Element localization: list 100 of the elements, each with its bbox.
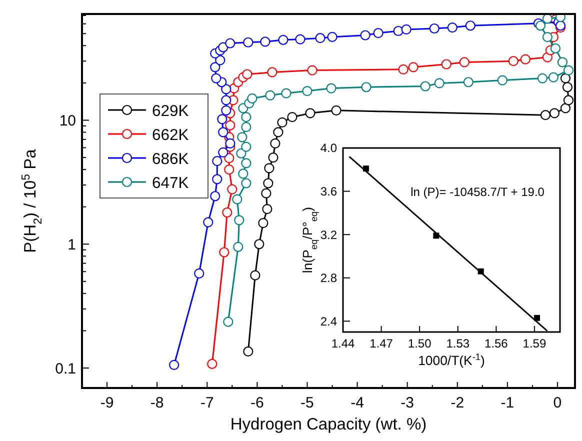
- point: [287, 112, 298, 122]
- x-tick-label: 1.44: [331, 336, 355, 351]
- point: [254, 239, 264, 250]
- x-tick-label: -7: [200, 394, 214, 412]
- point: [429, 23, 440, 34]
- x-tick-label: -9: [100, 394, 114, 412]
- point: [218, 127, 228, 138]
- point: [241, 178, 252, 188]
- point: [542, 14, 553, 24]
- point: [241, 142, 252, 152]
- y-tick-label: 2.4: [320, 314, 338, 328]
- point: [242, 69, 252, 80]
- point: [194, 268, 204, 278]
- x-axis-title: Hydrogen Capacity (wt. %): [230, 415, 427, 434]
- point: [441, 59, 452, 70]
- point: [241, 158, 252, 168]
- x-tick-label: 1.59: [522, 336, 546, 351]
- point: [258, 218, 268, 228]
- point: [401, 24, 412, 35]
- point: [250, 270, 260, 280]
- x-tick-label: -4: [350, 394, 364, 412]
- point: [459, 57, 470, 68]
- point: [373, 28, 384, 38]
- point: [203, 217, 214, 228]
- point: [241, 122, 252, 132]
- point: [562, 82, 573, 92]
- point: [212, 174, 222, 184]
- point: [560, 103, 571, 114]
- point: [265, 90, 276, 100]
- point: [434, 78, 444, 88]
- annotation: ln (P)= -10458.7/T + 19.0: [410, 184, 545, 199]
- point: [234, 215, 244, 226]
- point: [278, 34, 288, 45]
- x-tick-label: -2: [450, 394, 464, 412]
- point: [247, 93, 258, 104]
- x-tick-label: -3: [400, 394, 414, 412]
- point: [218, 147, 228, 158]
- point: [420, 81, 430, 92]
- point: [224, 164, 234, 175]
- x-tick-label: -8: [150, 394, 164, 412]
- point: [233, 242, 244, 252]
- x-tick-label: 1.53: [446, 336, 470, 351]
- point: [268, 152, 278, 163]
- point: [207, 358, 218, 369]
- point: [315, 33, 326, 44]
- point: [264, 163, 274, 174]
- point: [212, 156, 222, 166]
- point: [241, 112, 252, 122]
- y-tick-label: 10: [59, 112, 76, 130]
- point: [497, 75, 508, 86]
- point: [302, 86, 312, 96]
- point: [508, 56, 518, 66]
- point: [361, 82, 372, 92]
- y-tick-label: 4.0: [320, 141, 338, 156]
- y-tick-label: 2.8: [320, 271, 338, 286]
- point: [263, 178, 274, 188]
- point: [237, 132, 248, 142]
- point: [210, 62, 220, 72]
- x-tick-label: 1.50: [408, 336, 432, 351]
- point: [210, 191, 220, 202]
- y-tick-label: 3.2: [320, 228, 338, 242]
- point: [549, 108, 560, 118]
- point: [393, 26, 404, 36]
- point: [227, 184, 238, 194]
- point: [262, 204, 272, 214]
- point: [520, 54, 530, 64]
- point: [221, 84, 232, 94]
- point: [327, 32, 338, 42]
- point: [560, 73, 571, 84]
- point: [224, 153, 234, 164]
- point: [360, 30, 370, 40]
- x-tick-label: 1.47: [370, 336, 394, 351]
- point: [223, 316, 234, 327]
- x-tick-label: -5: [300, 394, 314, 412]
- point: [267, 67, 278, 78]
- point: [221, 95, 232, 106]
- point: [447, 22, 458, 33]
- point: [408, 62, 418, 72]
- point: [261, 188, 272, 198]
- point: [243, 37, 254, 48]
- point: [217, 114, 228, 124]
- point: [555, 14, 566, 22]
- point: [221, 105, 232, 116]
- point: [463, 77, 474, 88]
- point: [542, 32, 553, 42]
- point: [169, 360, 180, 370]
- point: [537, 73, 548, 84]
- point: [243, 346, 254, 357]
- point: [548, 72, 559, 82]
- point: [535, 20, 546, 31]
- x-tick-label: -6: [250, 394, 264, 412]
- x-tick-label: 0: [553, 394, 562, 412]
- point: [238, 168, 248, 179]
- legend-label: 629K: [152, 103, 190, 120]
- point: [540, 110, 551, 120]
- point: [225, 138, 236, 148]
- x-tick-label: 1.56: [484, 336, 508, 351]
- point: [236, 148, 246, 158]
- x-axis-title: 1000/T(K$^{-1}$): [418, 352, 485, 368]
- legend-label: 662K: [152, 127, 190, 144]
